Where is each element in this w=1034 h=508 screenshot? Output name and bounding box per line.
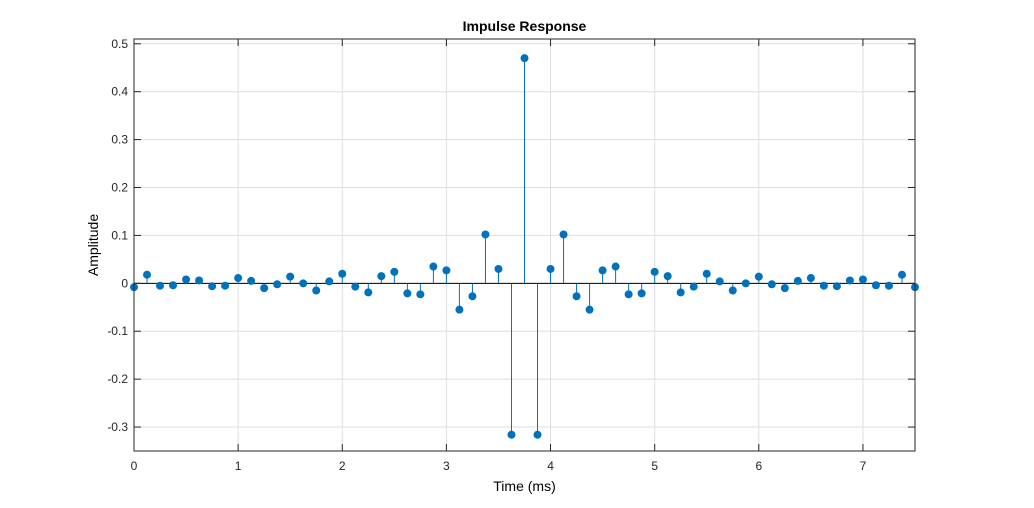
stem-marker	[195, 276, 204, 285]
x-axis-label: Time (ms)	[493, 478, 555, 494]
stem-marker	[572, 292, 581, 301]
stem-marker	[585, 305, 594, 314]
stem-marker	[442, 266, 451, 275]
stem-marker	[663, 272, 672, 281]
stem-marker	[208, 282, 217, 291]
stem-marker	[689, 282, 698, 291]
stem-marker	[455, 305, 464, 314]
stem-marker	[897, 270, 906, 279]
stem-marker	[819, 281, 828, 290]
y-axis-label: Amplitude	[85, 214, 101, 276]
x-tick-label: 7	[860, 459, 867, 473]
stem-marker	[559, 230, 568, 239]
stem-marker	[754, 272, 763, 281]
stem-marker	[598, 266, 607, 275]
stem-marker	[624, 290, 633, 299]
y-tick-label: -0.1	[107, 324, 128, 338]
stem-marker	[325, 277, 334, 286]
stem-marker	[507, 430, 516, 439]
x-tick-label: 3	[443, 459, 450, 473]
chart-title: Impulse Response	[463, 18, 587, 34]
y-tick-label: 0.2	[111, 181, 128, 195]
stem-marker	[312, 286, 321, 295]
stem-marker	[845, 276, 854, 285]
y-tick-label: 0.4	[111, 85, 128, 99]
y-tick-label: -0.3	[107, 420, 128, 434]
stem-marker	[533, 430, 542, 439]
stem-marker	[481, 230, 490, 239]
stem-marker	[351, 282, 360, 291]
stem-marker	[221, 281, 230, 290]
stem-marker	[156, 281, 165, 290]
stem-marker	[286, 272, 295, 281]
stem-marker	[494, 264, 503, 273]
stem-marker	[169, 281, 178, 290]
stem-marker	[728, 286, 737, 295]
y-tick-label: 0.1	[111, 228, 128, 242]
y-tick-labels: -0.3 -0.2 -0.1 0 0.1 0.2 0.3 0.4 0.5	[107, 37, 128, 434]
stem-marker	[520, 54, 529, 63]
x-tick-label: 1	[235, 459, 242, 473]
axis-ticks	[133, 39, 915, 451]
x-tick-label: 2	[339, 459, 346, 473]
stem-marker	[273, 280, 282, 289]
stem-marker	[416, 290, 425, 299]
stem-marker	[702, 269, 711, 278]
stem-marker	[182, 275, 191, 284]
y-tick-label: 0.5	[111, 37, 128, 51]
stem-marker	[884, 281, 893, 290]
stem-marker	[767, 280, 776, 289]
stem-marker	[858, 275, 867, 284]
stem-marker	[546, 264, 555, 273]
stem-marker	[741, 279, 750, 288]
stem-marker	[806, 274, 815, 283]
stem-marker	[611, 262, 620, 271]
stem-marker	[715, 277, 724, 286]
stem-marker	[676, 288, 685, 297]
stem-marker	[637, 289, 646, 298]
y-tick-label: -0.2	[107, 372, 128, 386]
stem-marker	[403, 289, 412, 298]
stem-marker	[143, 270, 152, 279]
axes-box	[133, 38, 916, 452]
stem-marker	[468, 292, 477, 301]
x-tick-labels: 0 1 2 3 4 5 6 7	[131, 459, 867, 473]
stem-marker	[299, 279, 308, 288]
x-tick-label: 4	[547, 459, 554, 473]
stem-marker	[650, 267, 659, 276]
stem-marker	[338, 269, 347, 278]
stem-marker	[260, 284, 269, 293]
stem-marker	[832, 282, 841, 291]
stem-marker	[364, 288, 373, 297]
y-tick-label: 0	[121, 276, 128, 290]
stem-marker	[871, 281, 880, 290]
x-tick-label: 0	[131, 459, 138, 473]
x-tick-label: 6	[755, 459, 762, 473]
stem-marker	[780, 284, 789, 293]
stem-marker	[234, 274, 243, 283]
y-tick-label: 0.3	[111, 133, 128, 147]
stem-marker	[377, 272, 386, 281]
stem-markers	[130, 54, 919, 439]
x-tick-label: 5	[651, 459, 658, 473]
stem-marker	[429, 262, 438, 271]
stem-marker	[390, 267, 399, 276]
stem-marker	[247, 276, 256, 285]
stem-marker	[793, 276, 802, 285]
